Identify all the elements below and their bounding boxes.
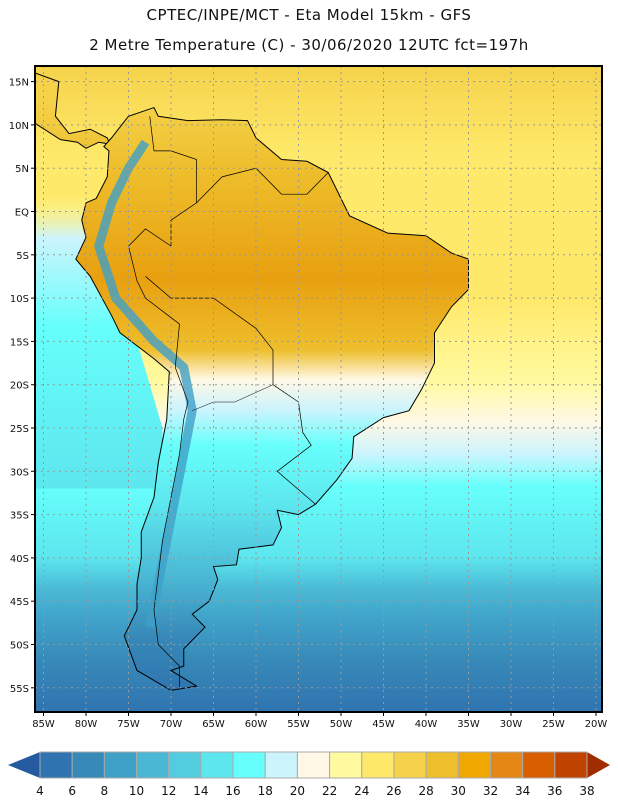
colorbar-swatch xyxy=(103,751,138,779)
lon-tick-label: 40W xyxy=(415,719,438,730)
colorbar-swatch xyxy=(200,751,234,779)
north-border xyxy=(197,168,329,203)
country-borders xyxy=(129,116,197,688)
colorbar-label: 4 xyxy=(36,784,44,798)
lat-tick-label: 45S xyxy=(10,597,29,608)
colorbar-swatch xyxy=(522,751,556,779)
lat-tick-label: 5S xyxy=(16,251,29,262)
lat-tick-label: 35S xyxy=(10,511,29,522)
colorbar-label: 26 xyxy=(386,784,401,798)
lon-tick-label: 70W xyxy=(160,719,183,730)
colorbar-swatch xyxy=(329,751,363,779)
colorbar-under-arrow xyxy=(8,752,40,778)
colorbar-label: 28 xyxy=(418,784,433,798)
lon-tick-label: 75W xyxy=(117,719,140,730)
lon-tick-label: 25W xyxy=(542,719,565,730)
colorbar-label: 14 xyxy=(193,784,208,798)
colorbar-label: 30 xyxy=(451,784,466,798)
lon-tick-label: 80W xyxy=(75,719,98,730)
colorbar-swatch xyxy=(554,751,588,779)
colorbar: 4 6 8 10 12 14 16 18 20 22 24 26 28 30 32 34 36 38 xyxy=(8,751,610,798)
lon-tick-label: 85W xyxy=(32,719,55,730)
colorbar-label: 10 xyxy=(129,784,144,798)
colorbar-swatch xyxy=(168,751,202,779)
colorbar-label: 38 xyxy=(579,784,594,798)
lat-tick-label: 10S xyxy=(10,294,29,305)
colorbar-label: 16 xyxy=(225,784,240,798)
chart-title: CPTEC/INPE/MCT - Eta Model 15km - GFS xyxy=(146,6,472,24)
colorbar-label: 34 xyxy=(515,784,530,798)
colorbar-label: 22 xyxy=(322,784,337,798)
andes-cold-strip xyxy=(99,142,193,627)
lon-tick-label: 60W xyxy=(245,719,268,730)
colorbar-swatch xyxy=(489,751,524,779)
colorbar-swatch xyxy=(425,751,459,779)
lat-tick-label: EQ xyxy=(15,208,29,219)
colorbar-label: 6 xyxy=(68,784,76,798)
graticule xyxy=(35,66,602,712)
lat-tick-label: 15S xyxy=(10,337,29,348)
lon-tick-label: 50W xyxy=(330,719,353,730)
lat-tick-label: 50S xyxy=(10,641,29,652)
lat-tick-label: 10N xyxy=(9,121,29,132)
lat-tick-label: 30S xyxy=(10,467,29,478)
colorbar-swatch xyxy=(361,751,395,779)
map-frame xyxy=(34,65,603,713)
chart-subtitle: 2 Metre Temperature (C) - 30/06/2020 12U… xyxy=(89,36,529,54)
lon-tick-label: 45W xyxy=(372,719,395,730)
colorbar-label: 18 xyxy=(258,784,273,798)
lon-tick-label: 35W xyxy=(457,719,480,730)
lat-tick-label: 5N xyxy=(15,164,29,175)
axis-ticks: 15N 10N 5N EQ 5S 10S 15S 20S 25S 30S 35S 40S 45S 50S 5… xyxy=(9,78,608,730)
colorbar-label: 20 xyxy=(290,784,305,798)
colorbar-swatch xyxy=(136,751,170,779)
colorbar-label: 24 xyxy=(354,784,369,798)
lon-tick-label: 55W xyxy=(287,719,310,730)
colorbar-swatch xyxy=(264,751,298,779)
lat-tick-label: 25S xyxy=(10,424,29,435)
lon-tick-label: 30W xyxy=(500,719,523,730)
colorbar-label: 36 xyxy=(547,784,562,798)
colorbar-swatch xyxy=(296,751,331,779)
colorbar-label: 12 xyxy=(161,784,176,798)
colorbar-label: 8 xyxy=(101,784,109,798)
lat-tick-label: 40S xyxy=(10,554,29,565)
state-borders xyxy=(192,385,273,411)
colorbar-over-arrow xyxy=(587,752,610,778)
lat-tick-label: 20S xyxy=(10,381,29,392)
colorbar-swatch xyxy=(39,751,73,779)
colorbar-swatch xyxy=(457,751,491,779)
lat-tick-label: 55S xyxy=(10,684,29,695)
lon-tick-label: 20W xyxy=(585,719,608,730)
pacific-cool-field xyxy=(35,194,163,489)
colorbar-swatch xyxy=(232,751,266,779)
colorbar-label: 32 xyxy=(483,784,498,798)
lat-tick-label: 15N xyxy=(9,78,29,89)
colorbar-swatch xyxy=(393,751,427,779)
colorbar-swatch xyxy=(71,751,105,779)
lon-tick-label: 65W xyxy=(202,719,225,730)
